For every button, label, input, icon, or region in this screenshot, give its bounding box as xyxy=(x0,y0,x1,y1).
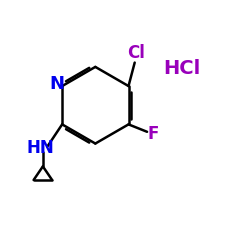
Text: Cl: Cl xyxy=(127,44,145,62)
Text: F: F xyxy=(148,125,159,143)
Text: HCl: HCl xyxy=(163,59,200,78)
Text: HN: HN xyxy=(26,139,54,157)
Text: N: N xyxy=(49,75,64,93)
